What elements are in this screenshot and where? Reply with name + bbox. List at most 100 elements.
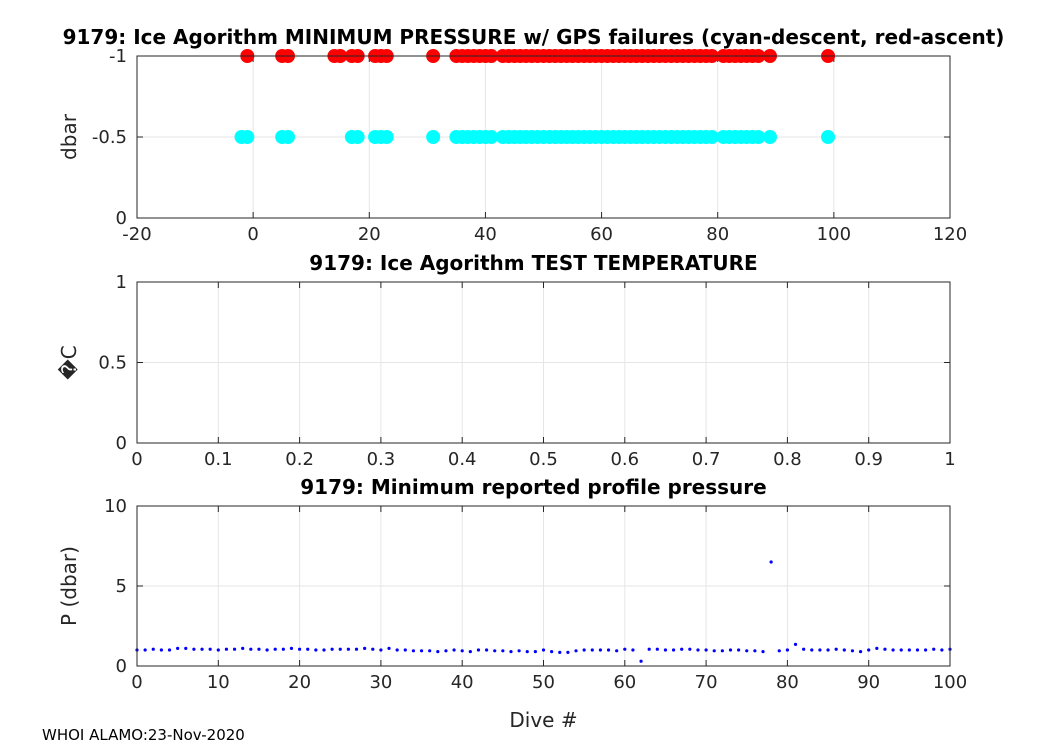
data-point bbox=[200, 647, 204, 651]
data-point bbox=[574, 649, 578, 653]
y-tick-label: 0 bbox=[116, 433, 127, 454]
x-tick-label: 0.2 bbox=[285, 449, 314, 470]
x-tick-label: 0.6 bbox=[610, 449, 639, 470]
data-point bbox=[387, 646, 391, 651]
x-tick-label: 80 bbox=[776, 672, 799, 693]
data-point bbox=[875, 646, 879, 651]
data-point bbox=[379, 130, 394, 144]
data-point bbox=[631, 648, 635, 652]
data-point bbox=[582, 648, 586, 652]
data-point bbox=[363, 646, 367, 651]
data-point bbox=[354, 647, 359, 651]
axes-box bbox=[136, 281, 951, 444]
data-point bbox=[891, 648, 895, 652]
data-point bbox=[232, 647, 237, 651]
x-tick-label: 30 bbox=[369, 672, 392, 693]
data-point bbox=[623, 647, 627, 651]
data-point bbox=[216, 648, 220, 652]
chart-panel-2: 0 0.1 0.2 0.3 0.4 0.5 0.6 0.7 0.8 0.9 1 1 0.5 0 9179: … bbox=[57, 251, 956, 470]
x-tick-label: 0.1 bbox=[204, 449, 233, 470]
data-point bbox=[265, 648, 269, 652]
data-point bbox=[350, 130, 365, 144]
x-tick-label: 70 bbox=[695, 672, 718, 693]
x-tick-label: 0 bbox=[247, 224, 258, 245]
data-point bbox=[493, 649, 497, 653]
data-point bbox=[306, 647, 310, 651]
data-point bbox=[712, 649, 716, 653]
data-point bbox=[671, 648, 676, 652]
data-point bbox=[419, 649, 424, 653]
data-point bbox=[737, 648, 741, 652]
data-point bbox=[680, 647, 684, 651]
data-point bbox=[273, 647, 277, 651]
y-tick-label: 0 bbox=[116, 656, 127, 677]
data-point bbox=[615, 649, 619, 653]
x-tick-label: 0.9 bbox=[854, 449, 883, 470]
data-point bbox=[821, 130, 836, 144]
data-point bbox=[298, 647, 302, 651]
data-point bbox=[883, 647, 887, 651]
chart-title: 9179: Minimum reported profile pressure bbox=[300, 475, 766, 499]
data-point bbox=[426, 130, 441, 144]
x-tick-label: 0.3 bbox=[367, 449, 396, 470]
x-tick-label: 120 bbox=[933, 224, 967, 245]
x-tick-label: 60 bbox=[613, 672, 636, 693]
data-point bbox=[314, 648, 318, 652]
x-tick-label: 40 bbox=[451, 672, 474, 693]
data-point bbox=[289, 646, 294, 651]
x-axis-label: Dive # bbox=[509, 708, 577, 732]
x-tick-label: 0.4 bbox=[448, 449, 477, 470]
y-tick-label: 10 bbox=[104, 496, 127, 517]
data-point bbox=[762, 130, 777, 144]
data-point bbox=[533, 650, 537, 654]
x-tick-label: 10 bbox=[207, 672, 230, 693]
y-tick-label: 1 bbox=[116, 272, 127, 293]
data-point bbox=[777, 649, 781, 653]
x-tick-label: 80 bbox=[706, 224, 729, 245]
data-point bbox=[818, 648, 822, 652]
data-point bbox=[379, 648, 383, 652]
data-point bbox=[395, 648, 399, 652]
footer-text: WHOI ALAMO:23-Nov-2020 bbox=[42, 726, 245, 744]
data-point bbox=[280, 130, 295, 144]
data-point bbox=[330, 647, 334, 651]
y-tick-label: 0 bbox=[116, 208, 127, 229]
data-point bbox=[192, 647, 196, 651]
data-point bbox=[842, 648, 846, 652]
y-tick-label: -1 bbox=[109, 46, 127, 67]
data-point bbox=[476, 648, 481, 652]
data-point bbox=[338, 647, 342, 651]
y-axis-label: P (dbar) bbox=[57, 546, 81, 626]
data-point bbox=[371, 647, 375, 651]
axes-box bbox=[136, 55, 951, 219]
data-point bbox=[517, 649, 521, 653]
x-tick-label: 0.5 bbox=[529, 449, 558, 470]
data-point bbox=[802, 647, 806, 651]
data-point bbox=[151, 647, 155, 651]
data-point bbox=[240, 130, 255, 144]
x-tick-label: 20 bbox=[358, 224, 381, 245]
data-point bbox=[761, 650, 765, 654]
data-point bbox=[590, 648, 594, 652]
data-point bbox=[606, 648, 611, 652]
data-point bbox=[184, 646, 188, 651]
x-tick-label: 1 bbox=[944, 449, 955, 470]
data-point bbox=[810, 648, 814, 652]
data-point bbox=[639, 659, 643, 663]
x-tick-label: 100 bbox=[817, 224, 851, 245]
series-1 bbox=[135, 560, 952, 663]
data-point bbox=[176, 646, 180, 651]
data-point bbox=[850, 649, 855, 653]
chart-title: 9179: Ice Agorithm MINIMUM PRESSURE w/ G… bbox=[63, 25, 1005, 49]
data-point bbox=[167, 648, 172, 652]
chart-panel-3: 0 10 20 30 40 50 60 70 80 90 100 0 5 10 9179: Minimum … bbox=[57, 475, 967, 732]
x-tick-label: 40 bbox=[474, 224, 497, 245]
series-1 bbox=[234, 130, 836, 144]
data-point bbox=[899, 648, 903, 652]
data-point bbox=[436, 650, 440, 654]
data-point bbox=[460, 649, 464, 653]
data-point bbox=[688, 647, 692, 651]
data-point bbox=[428, 649, 432, 653]
data-point bbox=[281, 647, 285, 651]
